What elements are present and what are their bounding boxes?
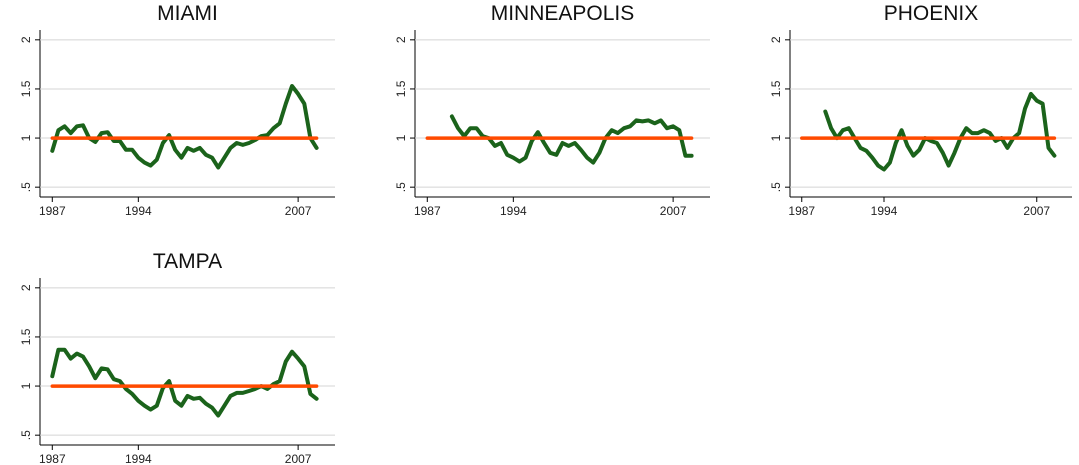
series-line [50, 84, 319, 170]
y-tick-label: 1.5 [394, 80, 408, 97]
y-tick-label: 2 [19, 284, 33, 291]
series-line [50, 347, 319, 418]
panel-title: TAMPA [153, 250, 222, 273]
y-tick-label: .5 [394, 182, 408, 192]
x-tick-label: 2007 [285, 204, 312, 218]
y-tick-label: 1 [394, 134, 408, 141]
x-tick-label: 2007 [1023, 204, 1050, 218]
y-tick-label: 1.5 [19, 328, 33, 345]
panel-title: MIAMI [157, 2, 218, 25]
y-tick-label: .5 [19, 430, 33, 440]
y-tick-label: 1 [769, 134, 783, 141]
x-tick-label: 1987 [414, 204, 441, 218]
y-tick-label: .5 [19, 182, 33, 192]
y-tick-label: .5 [769, 182, 783, 192]
x-tick-label: 1987 [39, 452, 66, 465]
y-tick-label: 1.5 [769, 80, 783, 97]
x-tick-label: 2007 [660, 204, 687, 218]
panel-title: PHOENIX [884, 2, 979, 25]
series-line [449, 114, 694, 165]
y-tick-label: 2 [394, 36, 408, 43]
y-tick-label: 1 [19, 134, 33, 141]
x-tick-label: 1994 [125, 452, 152, 465]
y-tick-label: 2 [769, 36, 783, 43]
x-tick-label: 1987 [39, 204, 66, 218]
series-line [823, 91, 1057, 172]
x-tick-label: 2007 [285, 452, 312, 465]
y-tick-label: 2 [19, 36, 33, 43]
y-tick-label: 1 [19, 382, 33, 389]
x-tick-label: 1987 [788, 204, 815, 218]
x-tick-label: 1994 [125, 204, 152, 218]
panel-title: MINNEAPOLIS [491, 2, 635, 25]
x-tick-label: 1994 [500, 204, 527, 218]
y-tick-label: 1.5 [19, 80, 33, 97]
x-tick-label: 1994 [871, 204, 898, 218]
